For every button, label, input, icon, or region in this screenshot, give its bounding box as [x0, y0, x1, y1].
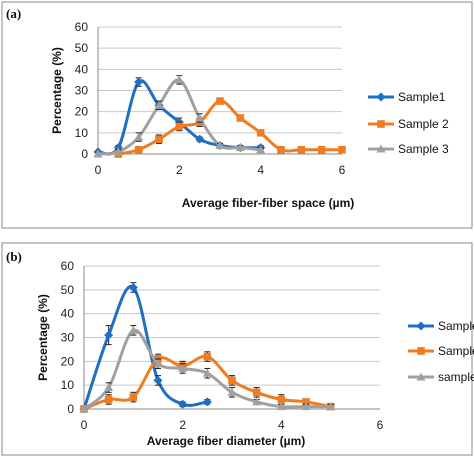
legend-label: Sample1 — [398, 90, 446, 104]
legend-marker — [417, 347, 425, 355]
data-point — [202, 397, 212, 407]
legend-entry: sample 3 — [408, 370, 474, 384]
x-tick-label: 0 — [95, 163, 102, 177]
data-point — [134, 145, 143, 154]
legend-marker — [416, 372, 426, 381]
data-point — [178, 399, 188, 409]
legend-marker — [416, 321, 426, 331]
y-tick-label: 10 — [75, 126, 89, 140]
data-point — [178, 363, 188, 372]
data-point — [134, 77, 144, 87]
legend-label: sample 3 — [438, 370, 474, 384]
data-point — [104, 330, 114, 340]
data-point — [129, 393, 138, 401]
data-point — [277, 145, 285, 154]
data-point — [227, 387, 237, 396]
data-point — [174, 75, 184, 84]
data-point — [104, 395, 113, 404]
data-point — [252, 388, 261, 397]
data-point — [228, 376, 236, 385]
data-point — [256, 129, 265, 137]
data-point — [301, 402, 311, 411]
y-tick-label: 0 — [81, 147, 88, 161]
data-point — [277, 395, 286, 404]
y-tick-label: 30 — [61, 331, 75, 345]
data-point — [338, 145, 346, 154]
legend-entry: Sample 2 — [408, 344, 474, 358]
y-tick-label: 20 — [61, 354, 75, 368]
y-tick-label: 40 — [61, 307, 75, 321]
data-point — [236, 114, 245, 122]
data-point — [93, 149, 103, 158]
y-tick-label: 60 — [61, 259, 75, 273]
x-axis-title: Average fiber diameter (µm) — [147, 434, 306, 448]
data-point — [113, 147, 123, 156]
legend-label: Sample 2 — [398, 117, 449, 131]
data-point — [134, 132, 144, 141]
x-tick-label: 4 — [257, 163, 264, 177]
x-tick-label: 4 — [278, 418, 285, 432]
y-tick-label: 30 — [75, 84, 89, 98]
x-tick-label: 6 — [339, 163, 346, 177]
legend-entry: Sample 2 — [368, 117, 449, 131]
data-point — [302, 398, 310, 406]
x-axis-title: Average fiber-fiber space (µm) — [182, 196, 355, 210]
data-point — [195, 134, 205, 144]
y-tick-label: 50 — [75, 41, 89, 55]
data-point — [175, 122, 184, 131]
data-point — [153, 375, 163, 385]
data-point — [128, 282, 138, 292]
chart-panel-b: (b) 0 10 20 30 40 50 60 0 2 4 6 Percentage (%) Averag… — [1, 242, 474, 456]
legend-label: Sample 2 — [438, 344, 474, 358]
legend-entry: Sample 1 — [408, 319, 474, 333]
data-point — [215, 141, 225, 150]
legend-marker — [377, 120, 385, 128]
data-point — [252, 397, 262, 406]
y-axis-title: Percentage (%) — [36, 294, 50, 381]
data-point — [256, 145, 266, 154]
y-tick-label: 60 — [75, 20, 89, 34]
data-point — [317, 145, 326, 154]
series-sample-3 — [79, 325, 336, 413]
x-tick-label: 2 — [176, 163, 183, 177]
data-point — [216, 97, 224, 105]
y-tick-label: 10 — [61, 378, 75, 392]
legend-marker — [376, 92, 386, 102]
data-point — [235, 143, 245, 152]
data-point — [276, 402, 286, 411]
data-point — [128, 325, 138, 334]
data-point — [297, 145, 306, 154]
data-point — [153, 359, 163, 368]
data-point — [154, 100, 164, 109]
y-tick-label: 40 — [75, 62, 89, 76]
y-tick-label: 0 — [67, 402, 74, 416]
legend-entry: Sample 3 — [368, 142, 449, 156]
legend-label: Sample 1 — [438, 319, 474, 333]
y-tick-label: 50 — [61, 283, 75, 297]
panel-label: (b) — [6, 249, 22, 264]
x-tick-label: 0 — [81, 418, 88, 432]
y-tick-label: 20 — [75, 105, 89, 119]
y-axis-title: Percentage (%) — [50, 47, 64, 134]
legend-marker — [376, 144, 386, 153]
chart-frame — [1, 242, 473, 456]
x-tick-label: 2 — [179, 418, 186, 432]
x-tick-label: 6 — [377, 418, 384, 432]
legend-label: Sample 3 — [398, 142, 449, 156]
data-point — [326, 402, 336, 411]
data-point — [79, 404, 89, 413]
data-point — [155, 135, 163, 143]
panel-label: (a) — [6, 6, 21, 21]
legend-entry: Sample1 — [368, 90, 446, 104]
series-sample-1 — [79, 282, 212, 414]
data-point — [195, 113, 205, 122]
data-point — [203, 352, 212, 361]
data-point — [104, 383, 114, 392]
series-sample-3 — [93, 75, 266, 158]
chart-panel-a: (a) 0 10 20 30 40 50 60 0 2 4 6 Percentage (%) Averag… — [1, 1, 473, 229]
data-point — [202, 368, 212, 377]
